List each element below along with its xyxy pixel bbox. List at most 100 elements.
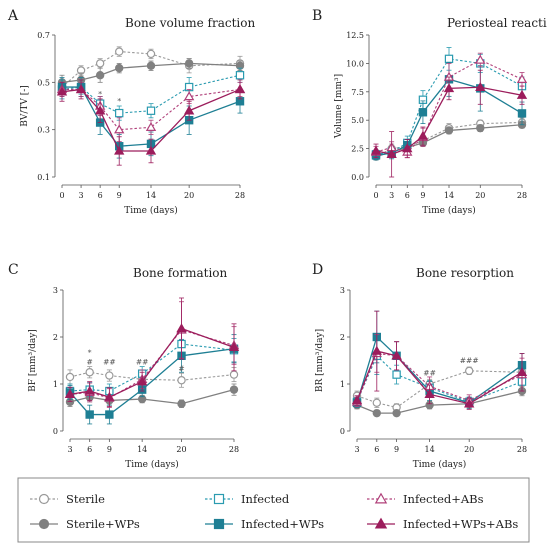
y-tick-label: 3	[53, 286, 58, 295]
data-point	[444, 126, 454, 135]
series-line	[356, 335, 523, 404]
data-point	[56, 86, 68, 96]
series-infected-wps-abs	[351, 310, 528, 410]
series-infected-wps-abs	[370, 69, 528, 178]
legend-item-infected: Infected	[205, 492, 290, 506]
legend-marker	[374, 517, 388, 529]
y-axis-label: BF [mm³/day]	[28, 329, 38, 392]
y-tick-label: 0.1	[37, 173, 50, 182]
x-tick-label: 3	[79, 191, 84, 200]
legend-item-infected-wps-abs: Infected+WPs+ABs	[367, 517, 518, 531]
significance-mark: ##	[136, 357, 149, 366]
data-point	[114, 124, 125, 134]
data-point	[105, 371, 114, 380]
data-point	[234, 84, 246, 94]
data-point	[177, 376, 186, 385]
data-point	[115, 47, 124, 56]
significance-mark: *	[88, 348, 92, 357]
series-line	[69, 371, 235, 381]
y-tick-label: 0.0	[351, 173, 364, 182]
y-tick-label: 2	[53, 333, 58, 342]
legend-item-sterile: Sterile	[30, 492, 105, 506]
chart-panel-d: D Bone resorption 0 1 2 3 3 6 9 14 20 28 Time (days)…	[312, 262, 528, 470]
y-tick-label: 5.0	[351, 116, 364, 125]
x-axis-label: Time (days)	[125, 459, 178, 470]
x-tick-label: 0	[373, 191, 378, 200]
series-infected-wps-abs	[56, 79, 246, 166]
panel-letter: D	[312, 262, 323, 278]
series-line	[69, 329, 235, 399]
data-point	[475, 54, 486, 64]
data-point	[177, 399, 186, 408]
y-tick-label: 0.7	[37, 31, 50, 40]
significance-mark: ##	[103, 357, 116, 366]
series-line	[356, 352, 523, 403]
x-tick-label: 6	[87, 445, 92, 454]
x-axis-label: Time (days)	[124, 205, 177, 216]
y-tick-label: 1	[340, 380, 345, 389]
y-axis-label: BR [mm³/day]	[315, 329, 325, 392]
significance-mark: ###	[460, 356, 479, 365]
data-point	[516, 89, 528, 99]
series-infected-abs	[370, 52, 528, 159]
legend-frame	[17, 477, 530, 543]
x-tick-label: 3	[389, 191, 394, 200]
significance-mark: #	[178, 364, 184, 373]
panel-letter: A	[7, 8, 19, 24]
x-tick-label: 3	[354, 445, 359, 454]
y-tick-label: 0.5	[37, 78, 50, 87]
x-tick-label: 28	[517, 445, 527, 454]
legend-marker	[38, 518, 50, 530]
panel-title: Bone volume fraction	[125, 16, 255, 30]
series-sterile-wps	[57, 58, 245, 90]
legend-item-infected-abs: Infected+ABs	[367, 492, 484, 506]
x-tick-label: 28	[229, 445, 239, 454]
data-point	[115, 108, 124, 118]
x-tick-label: 9	[117, 191, 122, 200]
x-tick-label: 6	[374, 445, 379, 454]
data-point	[85, 368, 94, 377]
data-point	[146, 49, 156, 59]
y-tick-label: 0	[53, 427, 58, 436]
data-point	[105, 410, 114, 419]
data-point	[371, 345, 382, 355]
x-axis-label: Time (days)	[422, 205, 475, 216]
significance-mark: ##	[423, 369, 436, 378]
data-point	[386, 148, 397, 158]
data-point	[146, 61, 156, 70]
legend-item-sterile-wps: Sterile+WPs	[30, 517, 140, 531]
y-tick-label: 3	[340, 286, 345, 295]
chart-panel-c: C Bone formation 0 1 2 3 3 6 9 14 20 28 Time (days) B…	[8, 262, 240, 470]
data-point	[136, 376, 148, 386]
x-tick-label: 14	[146, 191, 156, 200]
series-sterile	[65, 366, 239, 388]
x-tick-label: 9	[107, 445, 112, 454]
x-tick-label: 14	[444, 191, 454, 200]
data-point	[85, 410, 94, 419]
x-tick-label: 20	[184, 191, 194, 200]
x-tick-label: 6	[98, 191, 103, 200]
legend-marker	[213, 493, 225, 505]
x-axis-label: Time (days)	[413, 459, 466, 470]
data-point	[176, 323, 187, 333]
x-tick-label: 20	[464, 445, 474, 454]
x-tick-label: 9	[394, 445, 399, 454]
legend-marker	[38, 493, 50, 505]
series-line	[356, 350, 523, 405]
y-tick-label: 7.5	[351, 88, 364, 97]
data-point	[417, 130, 429, 140]
x-tick-label: 28	[235, 191, 245, 200]
significance-mark: *	[98, 90, 102, 99]
panel-title: Periosteal reaction	[447, 16, 547, 30]
data-point	[184, 59, 194, 68]
legend-item-infected-wps: Infected+WPs	[205, 517, 324, 531]
chart-panel-b: B Periosteal reaction 0.0 2.5 5.0 7.5 10.0 12.5…	[312, 8, 547, 216]
data-point	[183, 91, 195, 101]
legend-label: Infected+ABs	[403, 492, 484, 506]
data-point	[146, 106, 156, 115]
data-point	[444, 54, 454, 64]
legend-marker	[213, 518, 225, 530]
x-tick-label: 0	[59, 191, 64, 200]
y-tick-label: 0.3	[37, 126, 50, 135]
data-point	[370, 145, 382, 155]
